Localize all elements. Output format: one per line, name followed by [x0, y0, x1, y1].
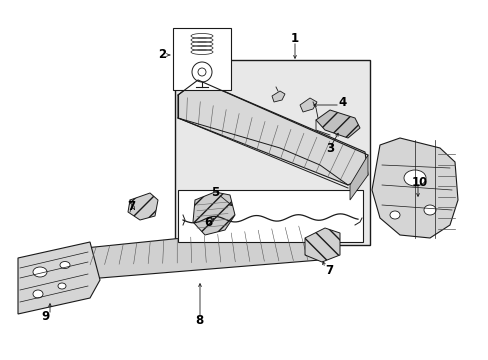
Polygon shape — [78, 225, 329, 278]
Polygon shape — [18, 242, 100, 314]
Polygon shape — [371, 138, 457, 238]
Polygon shape — [315, 110, 359, 138]
Ellipse shape — [60, 261, 70, 269]
Polygon shape — [271, 91, 285, 102]
Ellipse shape — [389, 211, 399, 219]
Text: 8: 8 — [195, 314, 203, 327]
Text: 3: 3 — [325, 141, 333, 154]
Ellipse shape — [423, 205, 435, 215]
Text: 10: 10 — [411, 175, 427, 189]
Ellipse shape — [33, 267, 47, 277]
Polygon shape — [305, 228, 339, 262]
Text: 7: 7 — [127, 201, 135, 213]
Text: 1: 1 — [290, 31, 299, 45]
Bar — [173, 28, 230, 90]
Polygon shape — [349, 155, 367, 200]
Text: 9: 9 — [42, 310, 50, 324]
Ellipse shape — [58, 283, 66, 289]
Text: 7: 7 — [324, 264, 332, 276]
Bar — [178, 190, 362, 242]
Text: 5: 5 — [210, 186, 219, 199]
Text: 2: 2 — [158, 49, 166, 62]
Ellipse shape — [403, 170, 425, 186]
Polygon shape — [193, 192, 235, 235]
Text: 4: 4 — [338, 96, 346, 109]
Bar — [175, 60, 369, 245]
Ellipse shape — [33, 290, 43, 298]
Polygon shape — [299, 98, 316, 112]
Text: 6: 6 — [203, 216, 212, 229]
Polygon shape — [178, 80, 367, 185]
Polygon shape — [128, 193, 158, 220]
